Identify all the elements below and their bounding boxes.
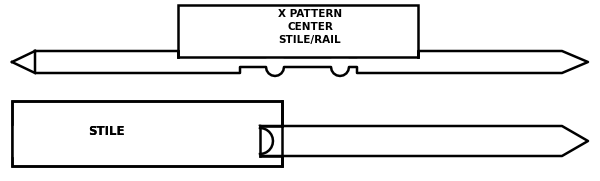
Text: X PATTERN
CENTER
STILE/RAIL: X PATTERN CENTER STILE/RAIL	[278, 9, 342, 45]
Bar	[12, 101, 282, 166]
Polygon shape	[12, 126, 260, 156]
Text: STILE: STILE	[88, 125, 124, 138]
Polygon shape	[357, 51, 418, 57]
Polygon shape	[178, 51, 240, 57]
Polygon shape	[12, 51, 35, 73]
Bar	[12, 101, 282, 166]
Text: STILE: STILE	[88, 125, 124, 138]
Polygon shape	[260, 126, 273, 156]
Bar	[178, 5, 418, 57]
Polygon shape	[260, 126, 588, 156]
Polygon shape	[35, 48, 588, 76]
